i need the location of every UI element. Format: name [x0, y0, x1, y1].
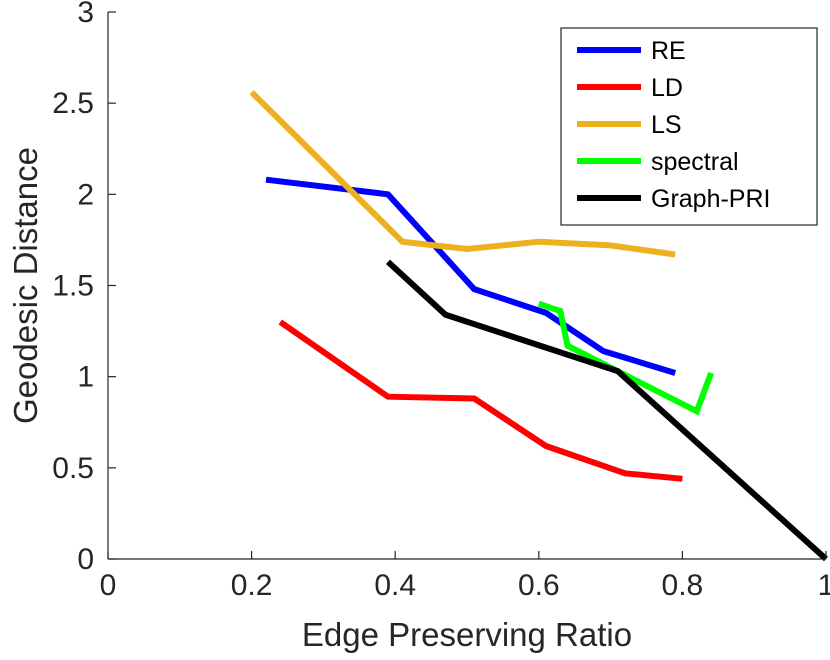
- y-tick-label: 3: [77, 0, 94, 29]
- series-line-re: [265, 176, 677, 376]
- series-line-spectral: [537, 300, 714, 416]
- series-line-ls: [249, 90, 676, 258]
- y-tick-label: 0.5: [52, 452, 94, 485]
- x-tick-label: 0.4: [374, 569, 416, 602]
- x-tick-label: 1: [818, 569, 830, 602]
- y-tick-label: 1: [77, 361, 94, 394]
- axes: 0 0.2 0.4 0.6 0.8 1 0 0.5 1 1.5 2 2.5 3: [52, 0, 830, 602]
- x-tick-label: 0.8: [662, 569, 704, 602]
- y-tick-label: 0: [77, 543, 94, 576]
- y-tick-label: 2.5: [52, 87, 94, 120]
- x-tick-label: 0.2: [231, 569, 273, 602]
- y-tick-label: 2: [77, 178, 94, 211]
- x-axis-label: Edge Preserving Ratio: [302, 616, 632, 653]
- legend-label-ls: LS: [651, 111, 682, 139]
- legend: RE LD LS spectral Graph-PRI: [560, 27, 818, 226]
- series-layer: [249, 90, 829, 562]
- legend-label-spectral: spectral: [651, 148, 739, 176]
- series-line-graph-pri: [385, 259, 829, 562]
- x-tick-label: 0: [100, 569, 117, 602]
- y-axis-label: Geodesic Distance: [7, 147, 44, 424]
- legend-label-ld: LD: [651, 74, 683, 102]
- x-tick-label: 0.6: [518, 569, 560, 602]
- y-tick-label: 1.5: [52, 270, 94, 303]
- series-line-ld: [278, 319, 683, 482]
- legend-label-graph-pri: Graph-PRI: [651, 185, 770, 213]
- legend-label-re: RE: [651, 37, 686, 65]
